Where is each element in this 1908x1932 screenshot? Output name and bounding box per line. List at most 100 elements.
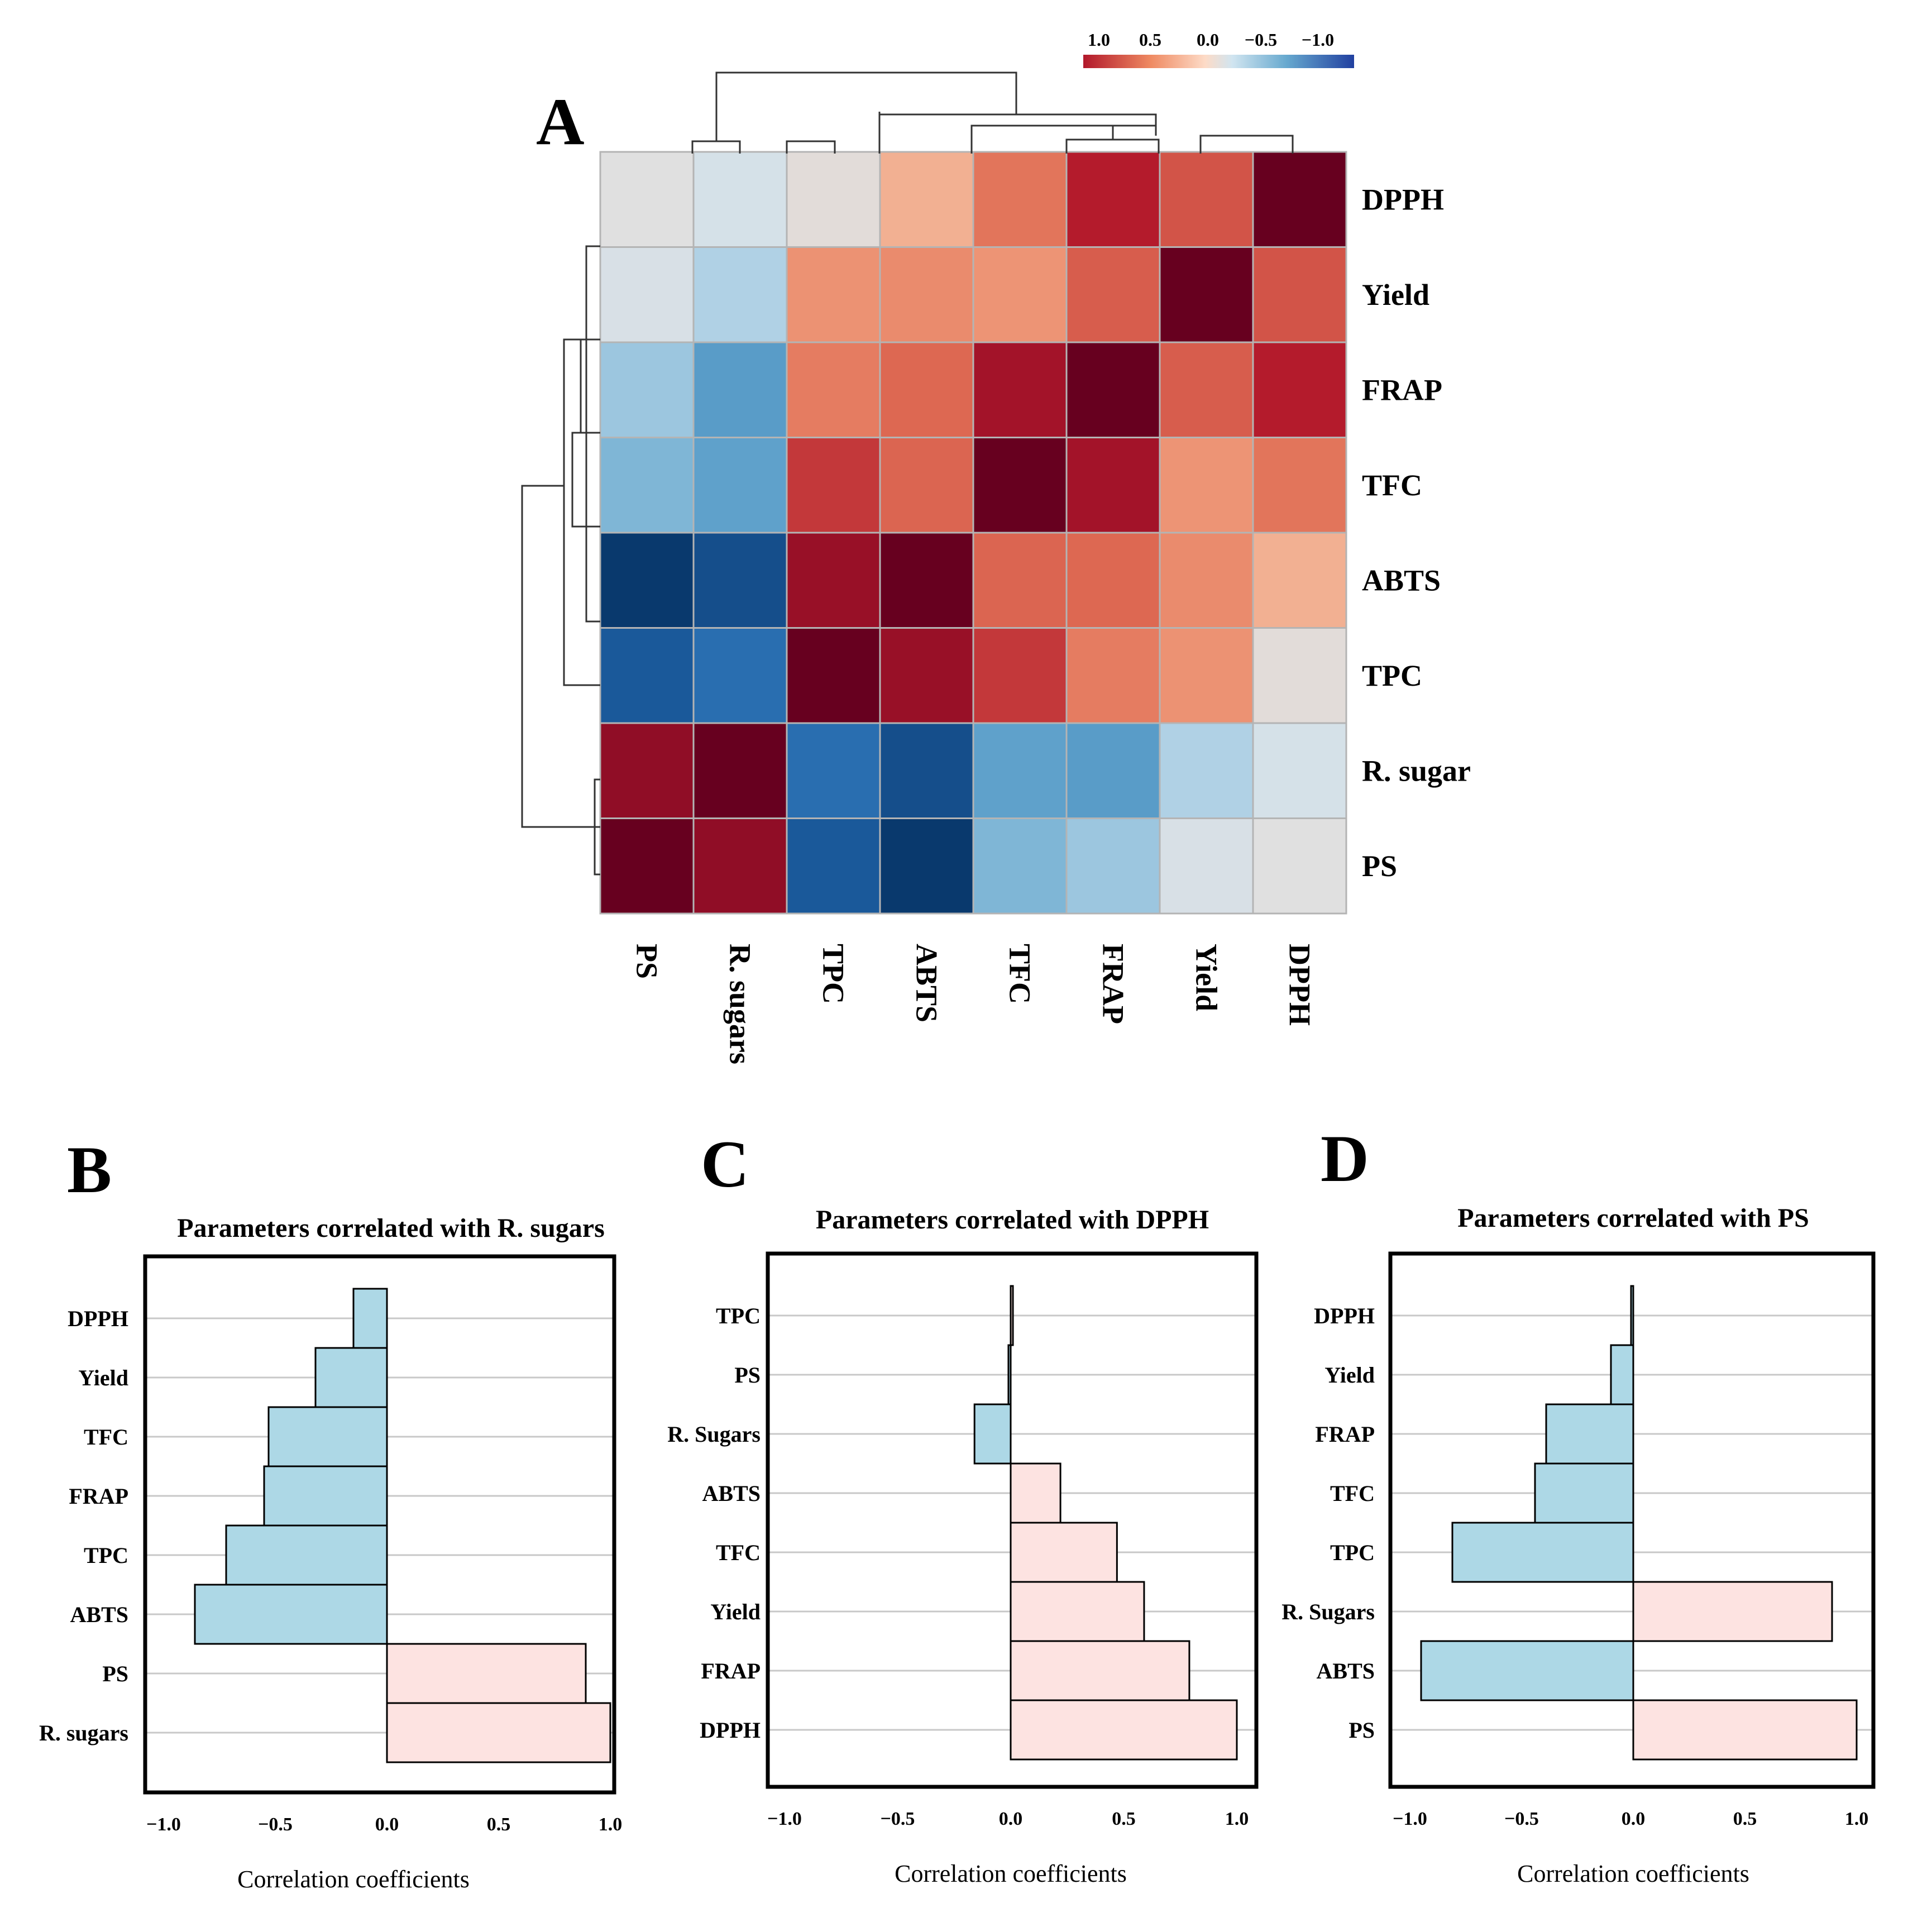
bar-category-label: FRAP	[1315, 1422, 1375, 1447]
heatmap-cell	[1159, 437, 1254, 534]
legend-tick-label: −0.5	[1245, 30, 1277, 50]
heatmap-cell	[1252, 722, 1347, 819]
heatmap-cell	[786, 437, 881, 534]
bar-category-label: R. Sugars	[667, 1422, 761, 1447]
heatmap-cell	[972, 722, 1068, 819]
heatmap-cell	[1252, 627, 1347, 724]
heatmap-cell	[1159, 341, 1254, 438]
heatmap-cell	[1065, 532, 1161, 629]
x-tick-label: −0.5	[258, 1814, 293, 1835]
heatmap-panel: DPPH Yield FRAP TFC ABTS TPC R. sugar PS PS R. su…	[599, 151, 1471, 1064]
heatmap-cell	[879, 437, 974, 534]
heatmap-cell	[786, 341, 881, 438]
bar	[1010, 1640, 1190, 1701]
heatmap-column-label: FRAP	[1097, 944, 1130, 1024]
bar-panel-c: Parameters correlated with DPPH TPC PS R. S…	[667, 1205, 1259, 1887]
bar-category-label: TFC	[84, 1424, 128, 1450]
x-tick-label: −1.0	[146, 1814, 181, 1835]
heatmap-cell	[692, 532, 788, 629]
heatmap-row-label: PS	[1362, 849, 1397, 883]
bar-category-label: TPC	[716, 1303, 761, 1328]
panel-letter-c: C	[701, 1127, 749, 1201]
heatmap-column-label: ABTS	[910, 944, 944, 1022]
bar-panel-d: Parameters correlated with PS DPPH Yield FR…	[1281, 1203, 1876, 1887]
heatmap-column-label: TPC	[817, 944, 850, 1004]
heatmap-cell	[1065, 437, 1161, 534]
heatmap-cell	[1252, 437, 1347, 534]
x-tick-label: 0.5	[1733, 1809, 1757, 1829]
bar	[1010, 1285, 1014, 1346]
x-tick-label: −0.5	[881, 1809, 915, 1829]
x-tick-label: 0.0	[1622, 1809, 1646, 1829]
bar	[194, 1584, 388, 1645]
plot-frame	[766, 1251, 1259, 1789]
bar-category-label: FRAP	[701, 1658, 761, 1684]
column-dendrogram	[691, 71, 1294, 154]
plot-frame	[143, 1254, 616, 1795]
heatmap-cell	[879, 341, 974, 438]
heatmap-cell	[1252, 817, 1347, 915]
heatmap-cell	[1159, 151, 1254, 248]
x-tick-label: 1.0	[1845, 1809, 1869, 1829]
heatmap-cell	[786, 151, 881, 248]
bar-category-label: TPC	[84, 1543, 128, 1568]
heatmap-cell	[599, 246, 695, 343]
bar-category-label: DPPH	[1314, 1303, 1375, 1328]
heatmap-cell	[972, 532, 1068, 629]
bar-category-label: DPPH	[68, 1306, 128, 1331]
heatmap-row-label: R. sugar	[1362, 754, 1471, 787]
legend-tick-label: −1.0	[1302, 30, 1334, 50]
heatmap-cell	[692, 627, 788, 724]
legend-tick-label: 0.0	[1197, 30, 1219, 50]
heatmap-cell	[879, 722, 974, 819]
bar	[1632, 1699, 1858, 1761]
bar	[1451, 1522, 1634, 1583]
heatmap-column-label: DPPH	[1283, 944, 1317, 1026]
heatmap-cell	[972, 246, 1068, 343]
heatmap-cell	[599, 817, 695, 915]
heatmap-cell	[879, 246, 974, 343]
heatmap-cell	[1159, 817, 1254, 915]
heatmap-cell	[1159, 627, 1254, 724]
bar-category-label: TFC	[1330, 1481, 1375, 1506]
bar	[1630, 1285, 1634, 1346]
heatmap-cell	[786, 246, 881, 343]
heatmap-row-label: TFC	[1362, 468, 1422, 502]
x-tick-label: 0.5	[1112, 1809, 1136, 1829]
x-tick-label: −1.0	[1393, 1809, 1427, 1829]
legend-tick-label: 0.5	[1139, 30, 1161, 50]
heatmap-cell	[599, 627, 695, 724]
heatmap-cell	[1065, 151, 1161, 248]
bar	[1534, 1462, 1634, 1524]
x-tick-label: 0.0	[375, 1814, 399, 1835]
bar-category-label: FRAP	[69, 1484, 128, 1509]
heatmap-column-label: PS	[630, 944, 664, 979]
heatmap-row-label: DPPH	[1362, 183, 1444, 216]
bar-chart-title: Parameters correlated with R. sugars	[177, 1213, 605, 1243]
bar-category-label: ABTS	[702, 1481, 761, 1506]
heatmap-cell	[599, 341, 695, 438]
bar-category-label: ABTS	[70, 1602, 129, 1627]
heatmap-cell	[972, 817, 1068, 915]
heatmap-cell	[972, 627, 1068, 724]
heatmap-cell	[1065, 627, 1161, 724]
heatmap-cell	[786, 817, 881, 915]
heatmap-column-label: TFC	[1003, 944, 1037, 1004]
heatmap-cell	[1252, 532, 1347, 629]
x-tick-label: 0.0	[999, 1809, 1023, 1829]
heatmap-cell	[1159, 246, 1254, 343]
heatmap-cell	[972, 341, 1068, 438]
heatmap-row-label: TPC	[1362, 659, 1422, 692]
bar	[1010, 1699, 1238, 1761]
heatmap-cell	[972, 151, 1068, 248]
bar-category-label: ABTS	[1317, 1658, 1375, 1684]
heatmap-row-label: Yield	[1362, 278, 1429, 312]
plot-frame	[1388, 1251, 1876, 1789]
bar-category-label: Yield	[78, 1365, 128, 1390]
bar	[973, 1403, 1012, 1465]
panel-letter-b: B	[67, 1132, 112, 1207]
dendrograms	[521, 71, 1294, 876]
bar	[352, 1288, 388, 1349]
heatmap-cell	[786, 532, 881, 629]
